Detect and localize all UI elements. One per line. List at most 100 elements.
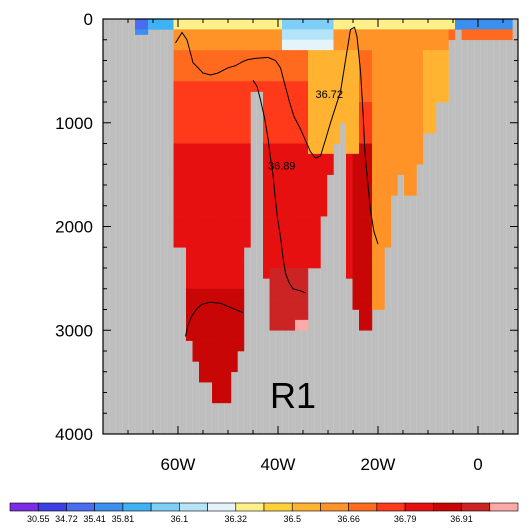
salinity-cell [199,50,206,61]
salinity-cell [423,91,430,103]
colorbar-swatch [433,502,462,512]
salinity-cell [269,91,277,103]
salinity-cell [224,133,232,144]
salinity-cell [173,164,181,175]
salinity-cell [384,112,392,124]
salinity-cell [269,50,277,61]
salinity-cell [410,39,417,51]
colorbar-swatch [291,502,321,512]
salinity-cell [288,299,296,310]
salinity-cell [218,371,225,383]
salinity-cell [308,39,315,51]
salinity-cell [244,91,251,103]
salinity-cell [218,112,225,124]
salinity-cell [237,268,245,279]
salinity-cell [199,102,206,113]
salinity-cell [295,143,302,155]
salinity-cell [282,174,289,186]
salinity-cell [282,70,289,82]
salinity-cell [205,351,213,362]
salinity-cell [269,185,277,196]
salinity-cell [308,185,315,196]
salinity-cell [224,361,232,373]
salinity-cell [327,39,334,51]
salinity-cell [212,143,219,155]
salinity-cell [224,299,232,310]
salinity-cell [212,112,219,124]
salinity-cell [365,309,373,321]
salinity-cell [480,29,488,41]
salinity-cell [372,133,379,144]
salinity-cell [276,153,283,165]
salinity-cell [173,185,181,196]
salinity-cell [288,133,296,144]
salinity-cell [320,91,328,103]
salinity-cell [391,112,398,124]
salinity-cell [308,122,315,134]
salinity-cell [218,164,225,175]
salinity-cell [295,19,302,30]
salinity-cell [218,91,225,103]
salinity-cell [288,226,296,238]
salinity-cell [346,205,353,217]
salinity-cell [218,226,225,238]
salinity-cell [212,50,219,61]
salinity-cell [359,268,366,279]
salinity-cell [218,81,225,92]
salinity-cell [301,174,309,186]
salinity-cell [461,19,469,30]
salinity-cell [212,60,219,72]
salinity-cell [237,319,245,331]
salinity-cell [295,174,302,186]
salinity-cell [154,19,161,30]
salinity-cell [244,205,251,217]
salinity-cell [416,60,424,72]
salinity-cell [263,102,270,113]
salinity-cell [314,164,321,175]
salinity-cell [199,185,206,196]
salinity-cell [224,164,232,175]
salinity-cell [173,60,181,72]
y-tick-label: 0 [84,10,93,29]
salinity-cell [410,164,417,175]
salinity-cell [320,39,328,51]
salinity-cell [269,102,277,113]
salinity-cell [378,29,385,41]
colorbar-swatch [348,502,378,512]
salinity-cell [461,29,469,41]
salinity-cell [429,29,437,41]
salinity-cell [244,50,251,61]
salinity-cell [352,216,360,227]
salinity-cell [320,153,328,165]
salinity-cell [378,153,385,165]
salinity-cell [314,133,321,144]
y-tick-label: 1000 [55,114,93,133]
salinity-cell [244,236,251,248]
salinity-cell [282,309,289,321]
salinity-cell [180,91,187,103]
salinity-cell [224,371,232,383]
salinity-cell [327,29,334,41]
salinity-cell [186,236,193,248]
salinity-cell [346,247,353,258]
salinity-cell [391,50,398,61]
salinity-cell [173,50,181,61]
salinity-cell [263,236,270,248]
salinity-cell [263,39,270,51]
salinity-cell [359,205,366,217]
salinity-cell [333,50,341,61]
salinity-cell [320,195,328,207]
salinity-cell [263,185,270,196]
salinity-cell [218,257,225,269]
salinity-cell [180,216,187,227]
salinity-cell [320,112,328,124]
salinity-cell [192,340,200,352]
salinity-cell [218,216,225,227]
salinity-cell [205,91,213,103]
colorbar-label: 36.66 [337,514,360,524]
salinity-cell [372,288,379,300]
salinity-cell [410,102,417,113]
salinity-cell [352,70,360,82]
salinity-cell [224,50,232,61]
salinity-cell [199,371,206,383]
